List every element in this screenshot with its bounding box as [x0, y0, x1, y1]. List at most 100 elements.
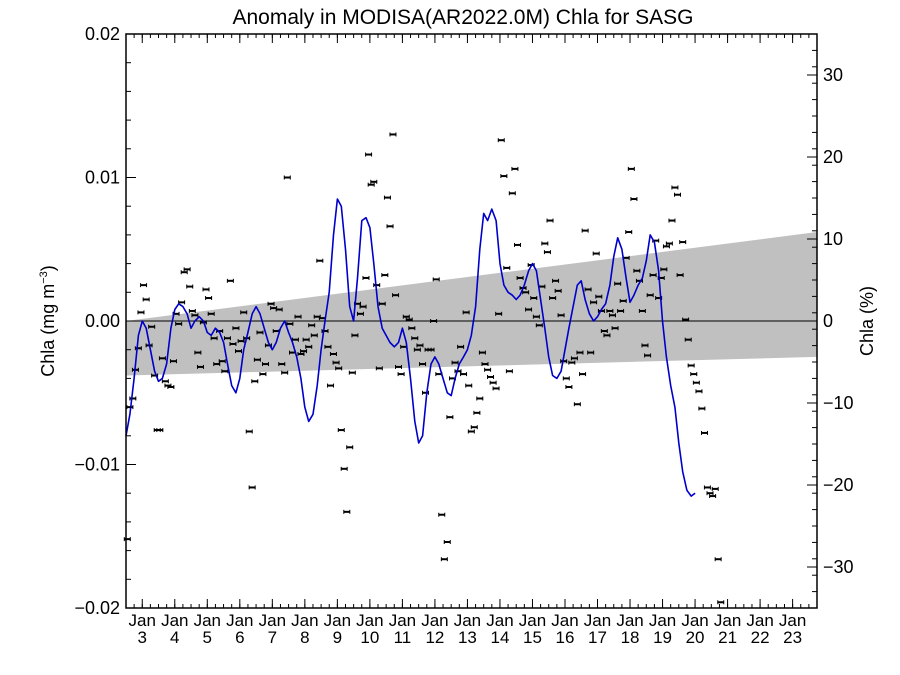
monthly-anomaly-point	[226, 278, 234, 283]
monthly-anomaly-point	[161, 379, 169, 384]
monthly-anomaly-point	[356, 311, 364, 316]
monthly-anomaly-point	[370, 179, 378, 184]
x-axis-tick-label-year: 19	[653, 628, 672, 647]
monthly-anomaly-point	[530, 296, 538, 301]
monthly-anomaly-point	[210, 336, 218, 341]
monthly-anomaly-point	[218, 359, 226, 364]
monthly-anomaly-point	[500, 174, 508, 179]
monthly-anomaly-point	[508, 191, 516, 196]
monthly-anomaly-point	[392, 293, 400, 298]
monthly-anomaly-point	[703, 485, 711, 490]
monthly-anomaly-point	[446, 415, 454, 420]
monthly-anomaly-point	[432, 277, 440, 282]
monthly-anomaly-point	[614, 281, 622, 286]
x-axis-tick-label-month: Jan	[616, 611, 643, 630]
x-axis-tick-label-month: Jan	[584, 611, 611, 630]
x-axis-tick-label-month: Jan	[161, 611, 188, 630]
monthly-anomaly-point	[568, 360, 576, 365]
monthly-anomaly-point	[383, 195, 391, 200]
monthly-anomaly-point	[302, 337, 310, 342]
monthly-anomaly-point	[259, 372, 267, 377]
monthly-anomaly-point	[676, 273, 684, 278]
x-axis-tick-label-year: 22	[751, 628, 770, 647]
monthly-anomaly-point	[367, 182, 375, 187]
monthly-anomaly-point	[465, 383, 473, 388]
trend-confidence-band	[126, 232, 817, 376]
x-axis-tick-label-year: 21	[718, 628, 737, 647]
x-axis-tick-label-year: 23	[783, 628, 802, 647]
monthly-anomaly-point	[308, 323, 316, 328]
monthly-anomaly-point	[405, 317, 413, 322]
x-axis-tick-label-month: Jan	[486, 611, 513, 630]
x-axis-tick-label-year: 18	[621, 628, 640, 647]
monthly-anomaly-point	[711, 486, 719, 491]
monthly-anomaly-point	[706, 491, 714, 496]
monthly-anomaly-point	[695, 389, 703, 394]
monthly-anomaly-point	[573, 402, 581, 407]
x-axis-tick-label-year: 5	[203, 628, 212, 647]
monthly-anomaly-point	[692, 380, 700, 385]
right-axis-tick-label: −20	[823, 475, 854, 495]
monthly-anomaly-point	[297, 352, 305, 357]
plot-area	[123, 132, 817, 605]
monthly-anomaly-point	[714, 557, 722, 562]
x-axis-tick-label-year: 20	[686, 628, 705, 647]
monthly-anomaly-point	[251, 379, 259, 384]
x-axis-tick-label-year: 11	[394, 628, 412, 647]
monthly-anomaly-point	[408, 326, 416, 331]
monthly-anomaly-point	[281, 370, 289, 375]
monthly-anomaly-point	[316, 258, 324, 263]
monthly-anomaly-point	[229, 341, 237, 346]
monthly-anomaly-point	[554, 288, 562, 293]
monthly-anomaly-point	[546, 218, 554, 223]
monthly-anomaly-point	[487, 374, 495, 379]
monthly-anomaly-point	[156, 428, 164, 433]
monthly-anomaly-point	[346, 445, 354, 450]
left-axis-tick-label: 0.01	[85, 168, 120, 188]
monthly-anomaly-point	[630, 197, 638, 202]
monthly-anomaly-point	[207, 311, 215, 316]
monthly-anomaly-point	[541, 241, 549, 246]
left-axis-tick-label: 0.00	[85, 311, 120, 331]
monthly-anomaly-point	[142, 297, 150, 302]
monthly-anomaly-point	[592, 251, 600, 256]
right-axis-tick-label: 0	[823, 311, 833, 331]
monthly-anomaly-point	[248, 485, 256, 490]
monthly-anomaly-point	[430, 319, 438, 323]
monthly-anomaly-point	[489, 380, 497, 385]
monthly-anomaly-point	[516, 275, 524, 280]
x-axis-tick-label-year: 4	[170, 628, 179, 647]
monthly-anomaly-point	[717, 600, 725, 605]
monthly-anomaly-point	[332, 360, 340, 365]
monthly-anomaly-point	[505, 369, 513, 374]
monthly-anomaly-point	[337, 428, 345, 433]
monthly-anomaly-point	[606, 308, 614, 313]
monthly-anomaly-point	[660, 267, 668, 272]
monthly-anomaly-point	[709, 494, 717, 499]
monthly-anomaly-point	[552, 278, 560, 283]
monthly-anomaly-point	[662, 244, 670, 249]
monthly-anomaly-point	[324, 344, 332, 349]
monthly-anomaly-point	[595, 294, 603, 299]
monthly-anomaly-point	[673, 192, 681, 197]
x-axis-tick-label-month: Jan	[519, 611, 546, 630]
monthly-anomaly-point	[478, 350, 486, 355]
monthly-anomaly-point	[196, 364, 204, 369]
monthly-anomaly-point	[278, 362, 286, 367]
monthly-anomaly-point	[684, 337, 692, 342]
x-axis-tick-label-year: 14	[490, 628, 509, 647]
monthly-anomaly-point	[402, 314, 410, 319]
monthly-anomaly-point	[492, 386, 500, 391]
monthly-anomaly-point	[443, 539, 451, 544]
x-axis-tick-label-year: 8	[300, 628, 309, 647]
monthly-anomaly-point	[137, 310, 145, 315]
monthly-anomaly-point	[175, 321, 183, 326]
right-y-axis-title: Chla (%)	[857, 286, 877, 356]
monthly-anomaly-point	[570, 356, 578, 361]
monthly-anomaly-point	[579, 372, 587, 377]
monthly-anomaly-point	[532, 314, 540, 319]
monthly-anomaly-point	[427, 347, 435, 352]
monthly-anomaly-point	[460, 372, 468, 377]
monthly-anomaly-point	[169, 359, 177, 364]
monthly-anomaly-point	[690, 372, 698, 377]
